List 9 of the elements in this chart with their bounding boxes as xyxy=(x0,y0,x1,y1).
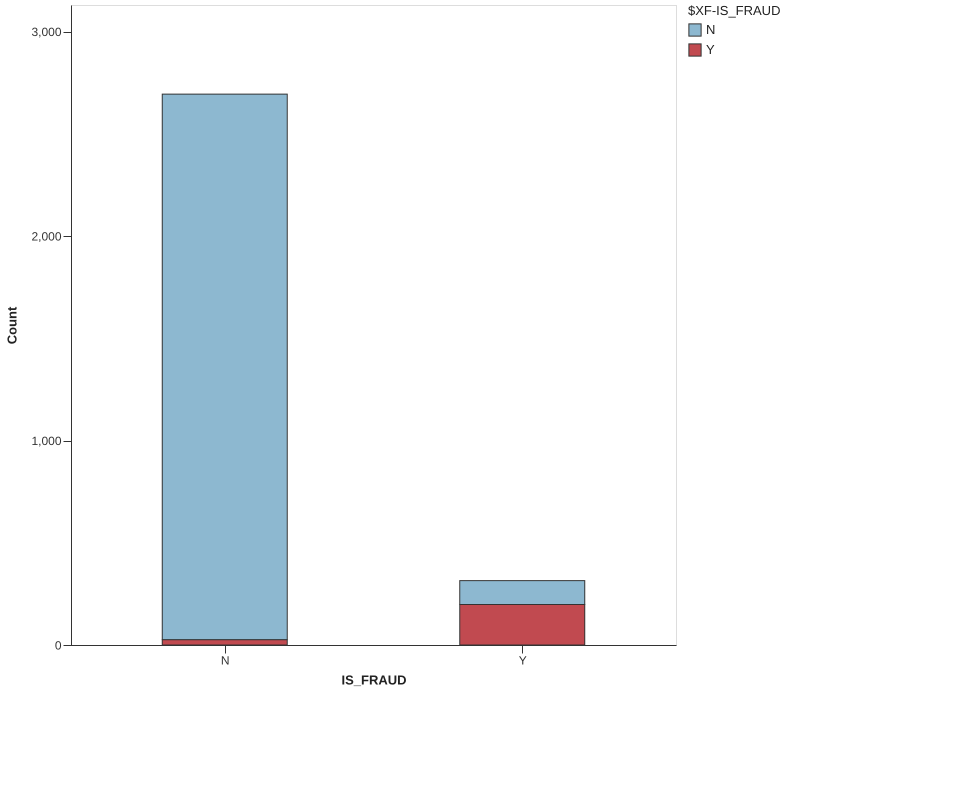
y-tick-label: 3,000 xyxy=(31,25,62,40)
legend-label: Y xyxy=(706,42,715,57)
y-tick-label: 1,000 xyxy=(31,434,62,448)
legend-label: N xyxy=(706,22,716,37)
legend-title: $XF-IS_FRAUD xyxy=(688,3,780,18)
y-tick-label: 2,000 xyxy=(31,230,62,244)
y-tick-label: 0 xyxy=(54,638,62,652)
y-axis-title: Count xyxy=(4,306,20,344)
x-axis-title: IS_FRAUD xyxy=(341,672,407,688)
